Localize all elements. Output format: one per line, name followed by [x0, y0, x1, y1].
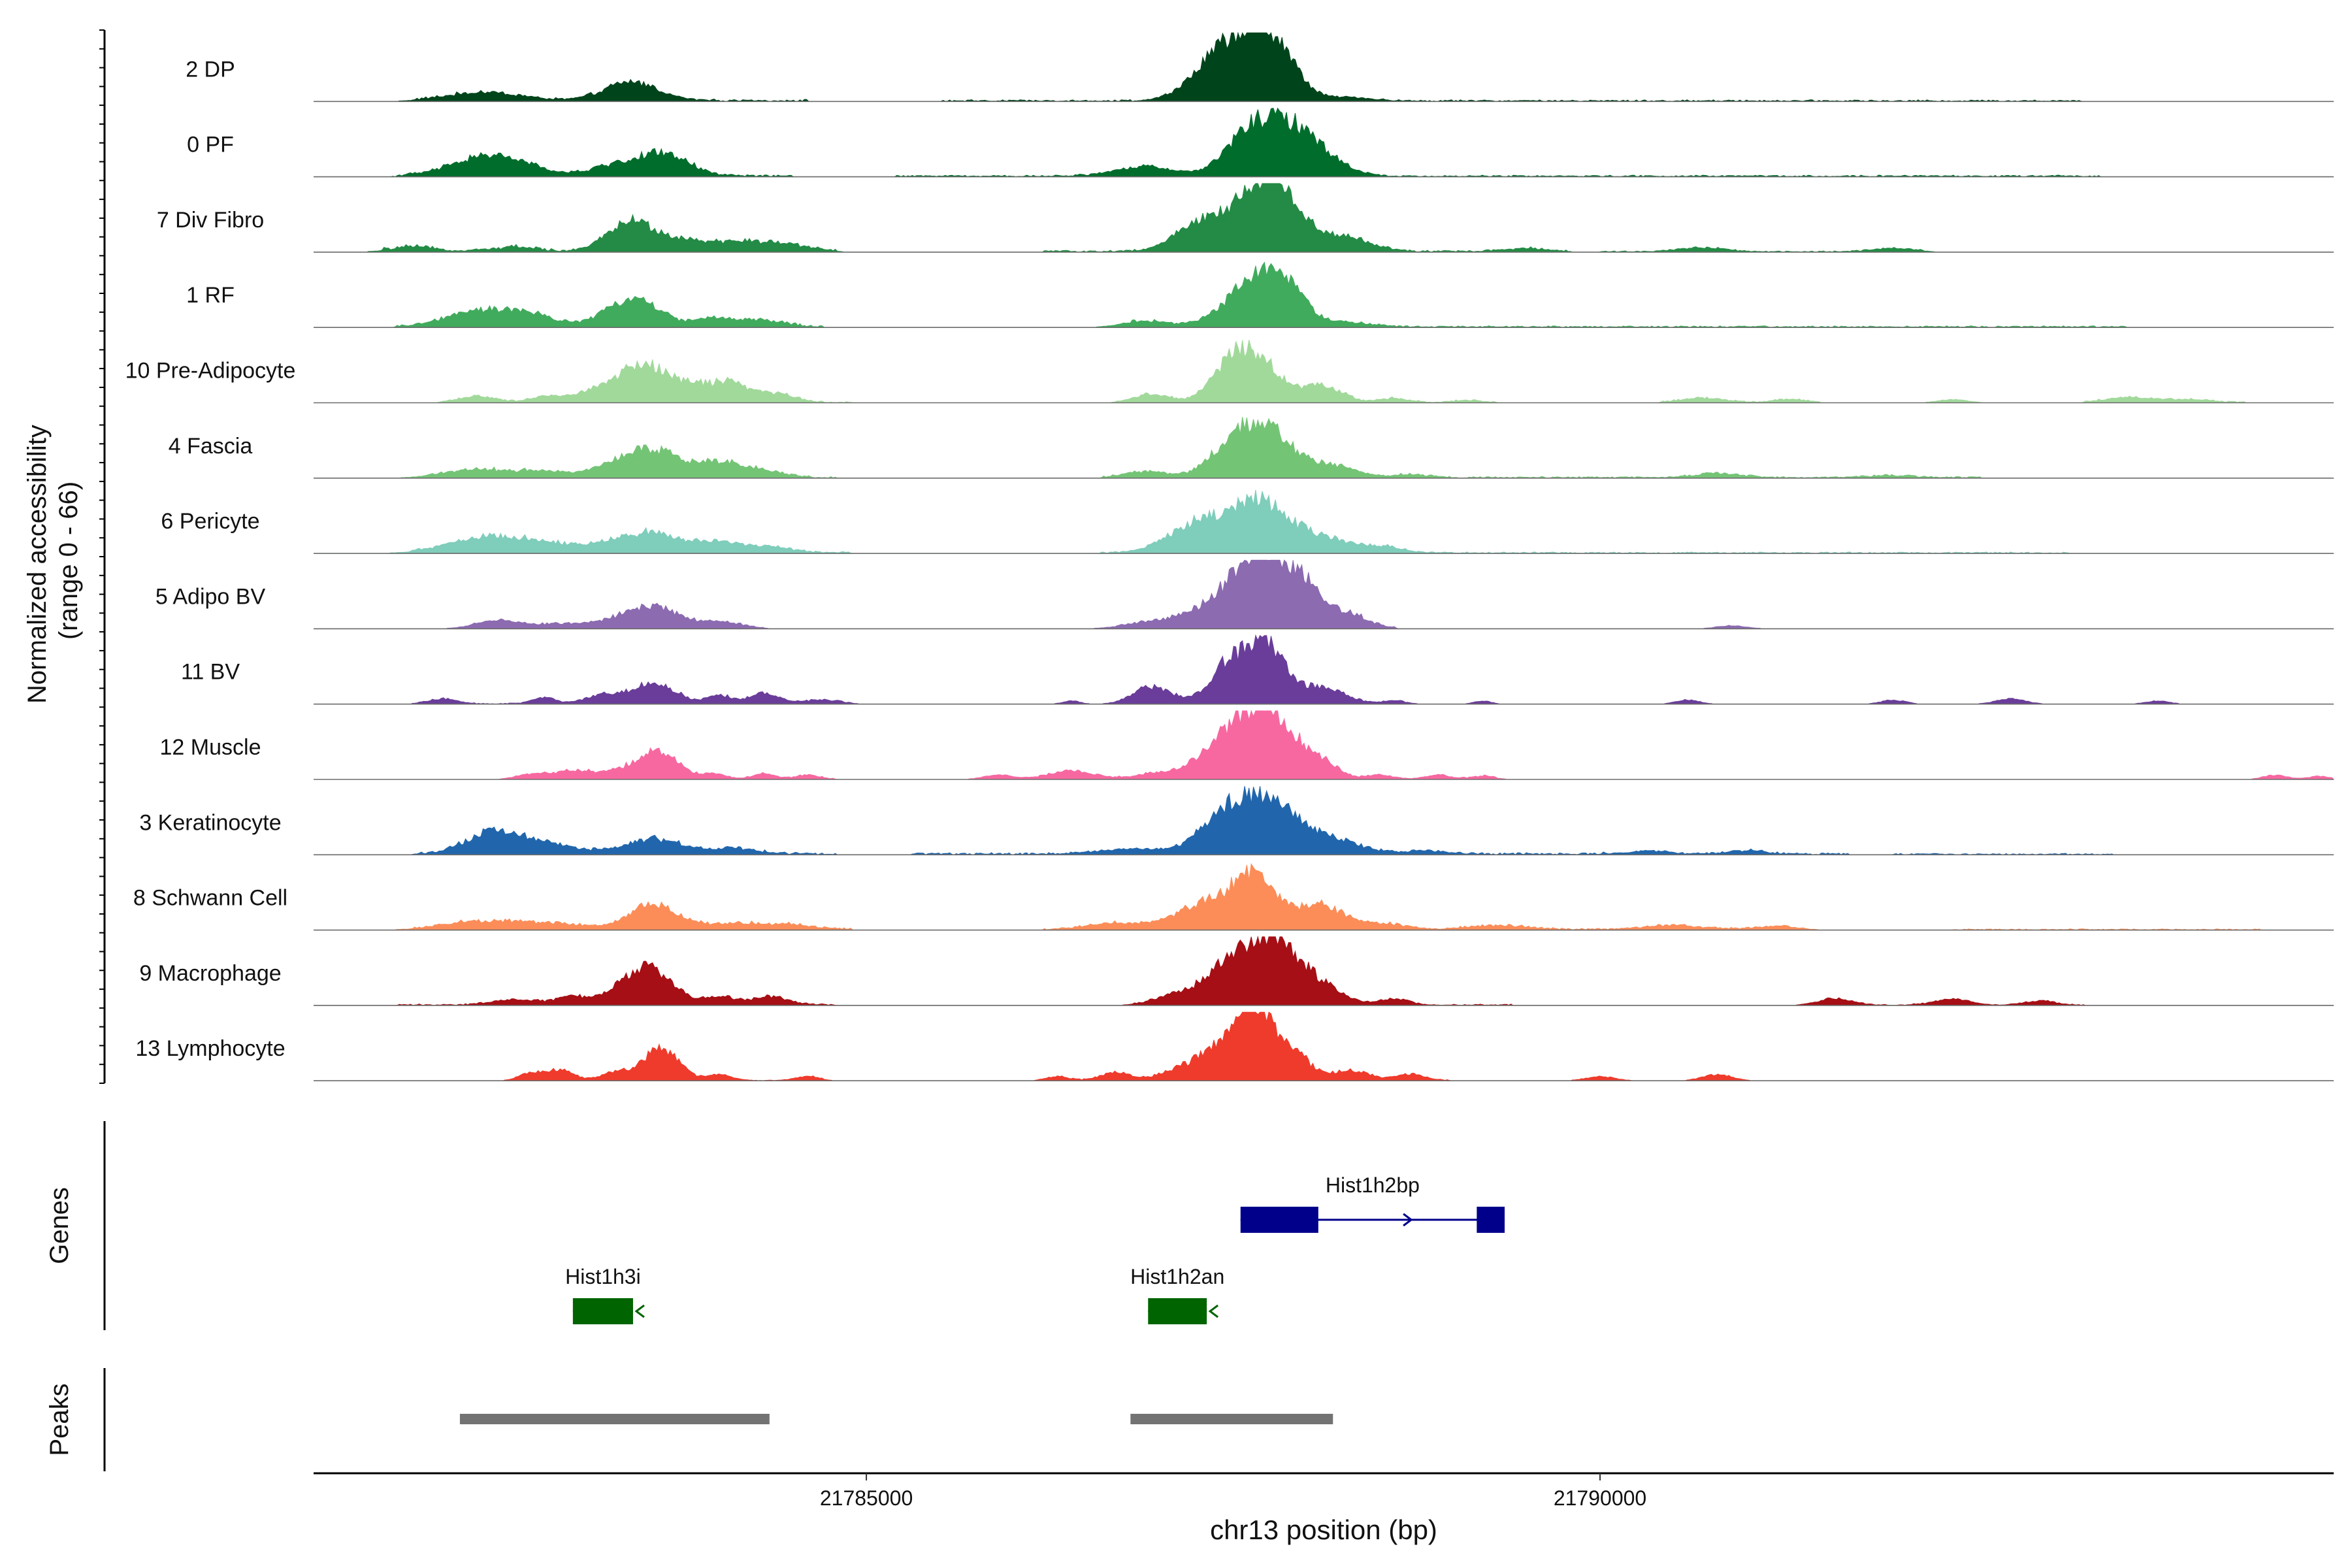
coverage-y-title-line2: (range 0 - 66) — [54, 482, 83, 640]
track-label-8: 5 Adipo BV — [155, 584, 266, 609]
track-label-10: 12 Muscle — [160, 735, 261, 760]
x-axis-title: chr13 position (bp) — [1210, 1514, 1437, 1545]
x-tick-label: 21790000 — [1554, 1486, 1646, 1510]
strand-arrow — [634, 1304, 645, 1318]
coverage-y-ticks — [99, 29, 105, 1084]
gene-label: Hist1h3i — [565, 1265, 641, 1288]
track-area-8 — [314, 559, 2334, 629]
strand-arrow — [1403, 1213, 1413, 1227]
track-1: 2 DP — [186, 31, 2334, 103]
track-label-12: 8 Schwann Cell — [133, 886, 287, 911]
track-label-4: 1 RF — [186, 283, 235, 308]
track-area-4 — [314, 261, 2334, 328]
genes-axis-title: Genes — [45, 1187, 74, 1264]
track-12: 8 Schwann Cell — [133, 862, 2334, 931]
track-area-10 — [314, 710, 2335, 780]
gene-Hist1h3i: Hist1h3i — [565, 1265, 645, 1324]
track-6: 4 Fascia — [169, 417, 2334, 479]
track-area-2 — [314, 107, 2334, 178]
track-13: 9 Macrophage — [139, 935, 2334, 1006]
strand-arrow — [1208, 1304, 1219, 1318]
track-label-6: 4 Fascia — [169, 434, 253, 459]
gene-label: Hist1h2an — [1130, 1265, 1224, 1288]
peak-region-2 — [1130, 1414, 1333, 1424]
track-2: 0 PF — [187, 107, 2334, 178]
gene-Hist1h2bp: Hist1h2bp — [1240, 1173, 1505, 1233]
gene-exon — [1148, 1298, 1207, 1324]
gene-Hist1h2an: Hist1h2an — [1130, 1265, 1224, 1324]
track-label-14: 13 Lymphocyte — [135, 1036, 285, 1061]
track-area-5 — [314, 340, 2334, 403]
track-area-13 — [314, 935, 2334, 1006]
track-area-3 — [314, 183, 2334, 253]
track-7: 6 Pericyte — [161, 489, 2334, 554]
track-area-1 — [314, 31, 2334, 102]
track-label-13: 9 Macrophage — [139, 961, 281, 986]
coverage-tracks: 2 DP 0 PF 7 Div Fibro 1 RF 10 Pre-Adipocyte 4… — [125, 31, 2335, 1081]
track-label-2: 0 PF — [187, 133, 234, 157]
peak-regions — [459, 1414, 1333, 1424]
gene-annotations: Hist1h2bp Hist1h3i Hist1h2an — [565, 1173, 1505, 1324]
coverage-y-title: Normalized accessibility (range 0 - 66) — [23, 417, 83, 704]
x-tick-label: 21785000 — [820, 1486, 913, 1510]
track-area-9 — [314, 634, 2334, 705]
track-area-14 — [314, 1011, 2334, 1081]
track-area-6 — [314, 417, 2334, 479]
track-4: 1 RF — [186, 261, 2334, 329]
track-10: 12 Muscle — [160, 710, 2335, 780]
track-label-5: 10 Pre-Adipocyte — [125, 359, 296, 384]
gene-label: Hist1h2bp — [1326, 1173, 1420, 1197]
track-label-7: 6 Pericyte — [161, 509, 259, 534]
track-label-1: 2 DP — [186, 57, 235, 82]
track-area-7 — [314, 489, 2334, 554]
gene-exon — [572, 1298, 633, 1324]
track-area-12 — [314, 862, 2334, 931]
track-area-11 — [314, 786, 2334, 855]
track-label-3: 7 Div Fibro — [157, 208, 264, 233]
gene-exon — [1240, 1207, 1318, 1233]
track-14: 13 Lymphocyte — [135, 1011, 2334, 1081]
track-11: 3 Keratinocyte — [139, 786, 2334, 856]
track-9: 11 BV — [181, 634, 2334, 705]
peaks-axis-title: Peaks — [45, 1383, 74, 1456]
x-axis-ticks: 21785000 21790000 — [820, 1473, 1646, 1510]
gene-exon — [1477, 1207, 1505, 1233]
peak-region-1 — [459, 1414, 770, 1424]
coverage-y-title-line1: Normalized accessibility — [23, 425, 52, 704]
track-8: 5 Adipo BV — [155, 559, 2334, 630]
track-label-9: 11 BV — [181, 660, 240, 685]
track-label-11: 3 Keratinocyte — [139, 810, 281, 835]
track-3: 7 Div Fibro — [157, 183, 2334, 253]
strand-arrow — [1249, 1213, 1260, 1227]
track-5: 10 Pre-Adipocyte — [125, 340, 2334, 404]
